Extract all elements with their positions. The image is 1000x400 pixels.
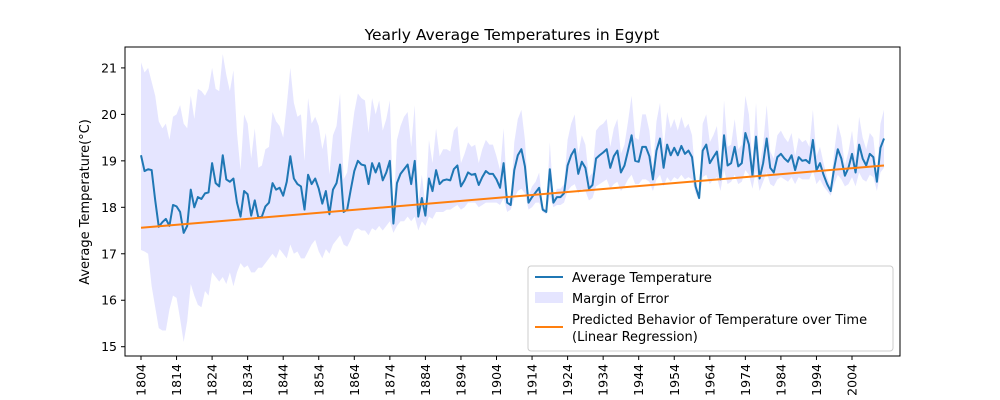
y-tick-label: 16 xyxy=(101,293,117,308)
margin-of-error-band xyxy=(141,53,884,343)
y-tick-label: 21 xyxy=(101,60,117,75)
x-tick-label: 1834 xyxy=(240,364,255,396)
x-tick-label: 1924 xyxy=(560,364,575,396)
legend: Average Temperature Margin of Error Pred… xyxy=(527,265,894,352)
y-tick-label: 15 xyxy=(101,339,117,354)
x-tick-label: 1884 xyxy=(418,364,433,396)
x-tick-label: 1894 xyxy=(453,364,468,396)
x-tick-label: 1804 xyxy=(133,364,148,396)
legend-frame xyxy=(527,265,894,352)
y-tick-label: 20 xyxy=(101,107,117,122)
x-tick-label: 1814 xyxy=(169,364,184,396)
x-tick-label: 1864 xyxy=(347,364,362,396)
chart-title: Yearly Average Temperatures in Egypt xyxy=(364,26,660,44)
x-tick-label: 1844 xyxy=(276,364,291,396)
x-tick-label: 1854 xyxy=(311,364,326,396)
legend-label-linear-regression: Predicted Behavior of Temperature over T… xyxy=(572,313,867,328)
plot-area: 15 16 17 18 19 20 21 1804 1814 1824 1834 1844 1854 18… xyxy=(101,46,901,396)
linear-regression-line xyxy=(140,164,885,229)
legend-label-margin-of-error: Margin of Error xyxy=(572,292,670,307)
y-tick-label: 18 xyxy=(101,200,117,215)
x-tick-label: 1964 xyxy=(702,364,717,396)
axes-frame xyxy=(124,46,901,357)
x-tick-label: 1954 xyxy=(667,364,682,396)
x-tick-label: 1944 xyxy=(631,364,646,396)
legend-swatch-margin-of-error xyxy=(535,292,563,303)
x-tick-label: 1994 xyxy=(809,364,824,396)
y-axis-title: Average Temperature(°C) xyxy=(78,119,93,285)
x-tick-label: 1874 xyxy=(382,364,397,396)
x-tick-label: 1974 xyxy=(738,364,753,396)
x-tick-label: 1934 xyxy=(596,364,611,396)
legend-label-average-temperature: Average Temperature xyxy=(572,271,712,286)
x-tick-label: 1914 xyxy=(525,364,540,396)
y-tick-label: 17 xyxy=(101,246,117,261)
x-tick-label: 1904 xyxy=(489,364,504,396)
y-tick-label: 19 xyxy=(101,153,117,168)
x-tick-label: 1984 xyxy=(773,364,788,396)
legend-label-linear-regression-note: (Linear Regression) xyxy=(572,330,698,345)
x-tick-label: 2004 xyxy=(845,364,860,396)
x-tick-label: 1824 xyxy=(205,364,220,396)
